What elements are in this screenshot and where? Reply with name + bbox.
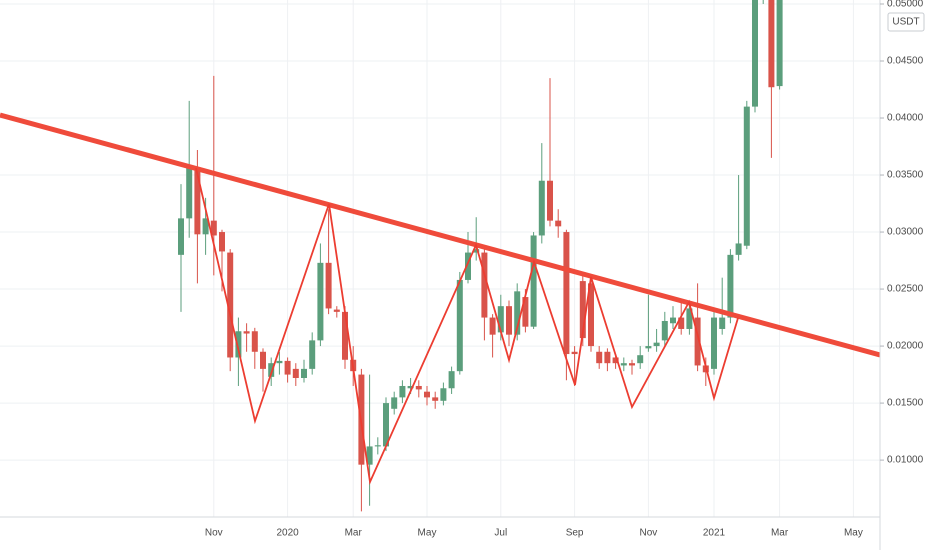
candle-body xyxy=(424,391,430,398)
candle-body xyxy=(776,0,783,87)
candle-body xyxy=(727,254,734,318)
candle-body xyxy=(202,218,209,235)
trend-line xyxy=(0,112,880,358)
y-tick-label: 0.02500 xyxy=(887,284,924,295)
candle-body xyxy=(645,346,652,349)
candle-body xyxy=(210,220,217,236)
candle-body xyxy=(678,317,685,329)
candles xyxy=(178,0,783,512)
drawings xyxy=(0,112,880,486)
candle-body xyxy=(596,351,603,364)
candle-body xyxy=(301,368,307,379)
x-tick-label: Nov xyxy=(640,528,658,539)
candle-body xyxy=(563,232,570,355)
candle-body xyxy=(407,385,414,389)
x-tick-label: Jul xyxy=(494,528,507,539)
x-tick-label: Nov xyxy=(205,528,223,539)
x-tick-label: Mar xyxy=(771,528,789,539)
candle-body xyxy=(325,262,332,309)
candle-body xyxy=(333,309,340,312)
candle-body xyxy=(342,311,348,360)
candle-body xyxy=(481,252,488,318)
candle-body xyxy=(465,252,471,280)
x-tick-label: 2021 xyxy=(703,528,726,539)
candle-body xyxy=(399,385,406,398)
x-tick-label: 2020 xyxy=(276,528,299,539)
candle-body xyxy=(629,363,635,366)
x-tick-label: Mar xyxy=(345,528,363,539)
x-tick-label: May xyxy=(844,528,863,539)
y-tick-label: 0.04000 xyxy=(887,113,924,124)
candle-body xyxy=(456,279,463,372)
candle-body xyxy=(391,397,398,409)
candle-body xyxy=(260,351,266,369)
candle-body xyxy=(735,243,742,255)
candle-body xyxy=(522,297,529,327)
candle-body xyxy=(415,385,422,390)
candle-body xyxy=(620,363,627,366)
candle-body xyxy=(194,167,201,235)
candle-body xyxy=(530,235,537,327)
candle-body xyxy=(317,262,324,341)
candle-body xyxy=(547,180,553,221)
candle-body xyxy=(506,306,512,335)
candle-body xyxy=(694,317,701,366)
candle-body xyxy=(251,331,258,352)
candle-body xyxy=(653,342,660,347)
candle-body xyxy=(538,180,545,236)
y-tick-label: 0.05000 xyxy=(887,0,924,10)
candle-body xyxy=(768,0,775,88)
candle-body xyxy=(440,388,447,401)
y-tick-label: 0.04500 xyxy=(887,56,924,67)
candle-body xyxy=(489,317,496,335)
candle-body xyxy=(268,363,275,377)
currency-label: USDT xyxy=(892,17,919,28)
x-tick-label: May xyxy=(418,528,437,539)
candle-body xyxy=(719,317,726,329)
candle-body xyxy=(448,371,455,389)
candle-body xyxy=(612,357,619,364)
candle-body xyxy=(571,351,578,355)
y-tick-label: 0.01000 xyxy=(887,455,924,466)
candle-body xyxy=(579,281,586,339)
candle-body xyxy=(588,283,594,347)
candle-body xyxy=(227,252,234,358)
candle-body xyxy=(670,317,676,324)
x-tick-label: Sep xyxy=(566,528,584,539)
candle-body xyxy=(186,165,193,219)
candle-body xyxy=(555,220,562,227)
candle-body xyxy=(637,355,644,364)
candle-body xyxy=(743,106,750,246)
grid xyxy=(0,0,880,517)
candle-body xyxy=(284,360,291,375)
candle-body xyxy=(219,232,225,252)
axes: 0.01000 0.01500 0.02000 0.02500 0.03000 0.035… xyxy=(205,0,924,539)
y-tick-label: 0.03000 xyxy=(887,227,924,238)
candle-body xyxy=(366,446,373,465)
y-tick-label: 0.02000 xyxy=(887,341,924,352)
currency-box xyxy=(887,12,925,32)
candle-body xyxy=(604,351,611,364)
candle-body xyxy=(752,0,758,107)
candle-body xyxy=(432,397,439,401)
candle-body xyxy=(514,291,521,335)
y-tick-label: 0.03500 xyxy=(887,170,924,181)
candle-body xyxy=(473,249,480,253)
candle-body xyxy=(276,360,283,364)
candle-body xyxy=(243,331,250,334)
candle-body xyxy=(292,368,299,379)
candle-body xyxy=(686,308,693,329)
candle-body xyxy=(383,403,389,447)
candle-body xyxy=(235,331,242,358)
candle-body xyxy=(309,340,316,369)
candle-body xyxy=(178,218,184,255)
candle-body xyxy=(497,306,504,333)
zigzag-pattern xyxy=(195,167,739,486)
candle-body xyxy=(711,317,717,369)
candle-body xyxy=(661,320,668,341)
y-tick-label: 0.01500 xyxy=(887,398,924,409)
candle-body xyxy=(374,445,381,447)
